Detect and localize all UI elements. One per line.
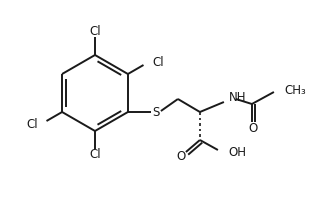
Text: Cl: Cl [26,117,38,130]
Text: S: S [152,106,160,118]
Text: O: O [248,122,258,134]
Text: Cl: Cl [89,148,101,162]
Text: NH: NH [229,90,246,104]
Text: Cl: Cl [89,25,101,37]
Text: Cl: Cl [153,55,164,69]
Text: OH: OH [228,146,246,159]
Text: O: O [176,150,186,164]
Text: CH₃: CH₃ [284,84,306,96]
